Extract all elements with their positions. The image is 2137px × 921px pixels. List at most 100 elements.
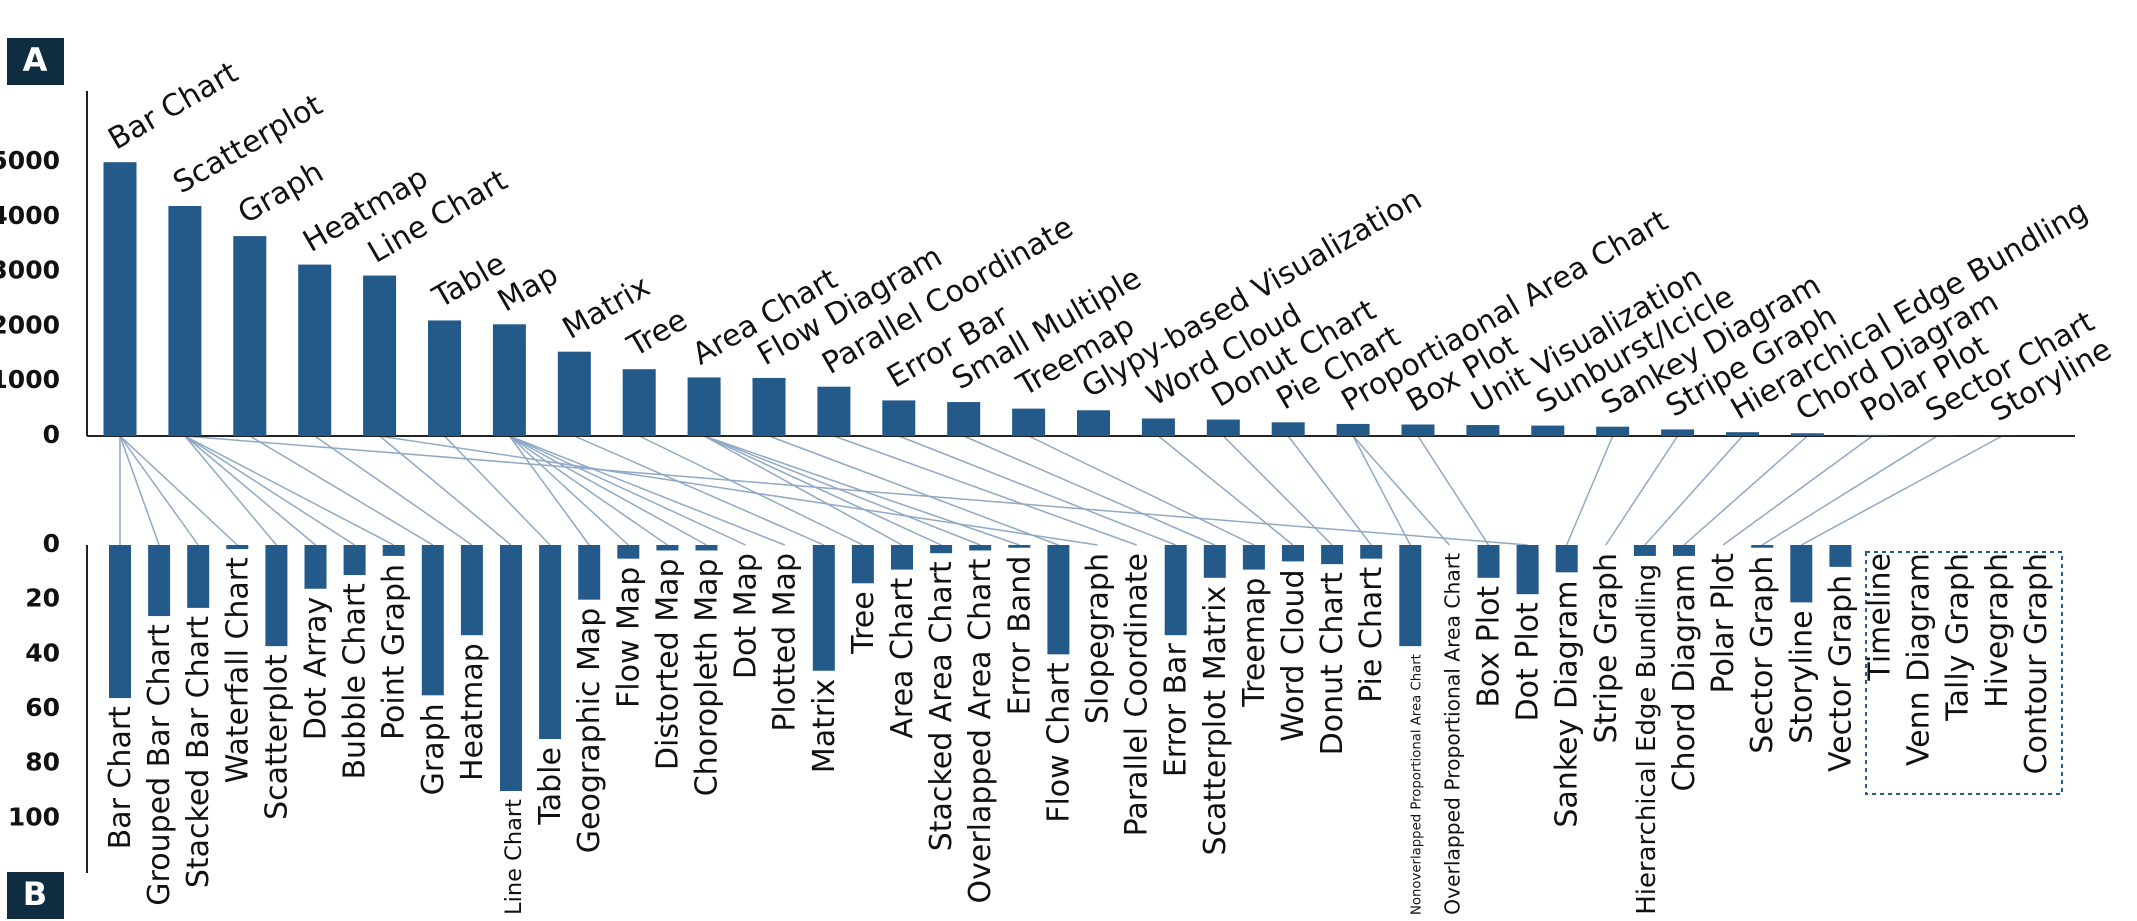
- category-label: Bar Chart: [103, 706, 138, 850]
- y-tick-label: 2000: [0, 310, 60, 339]
- category-label: Nonoverlapped Proportional Area Chart: [1409, 654, 1424, 915]
- panel-label: B: [23, 875, 47, 913]
- bar: [947, 402, 981, 436]
- bar: [656, 545, 679, 551]
- bar: [1336, 423, 1370, 436]
- category-label: Plotted Map: [768, 553, 803, 732]
- link-line: [379, 435, 1098, 546]
- link-line: [509, 435, 746, 546]
- link-line: [1028, 435, 1255, 546]
- category-label: Geographic Map: [572, 608, 607, 854]
- link-line: [1761, 435, 1938, 546]
- link-line: [1605, 435, 1679, 546]
- link-line: [184, 435, 1528, 546]
- link-line: [314, 435, 473, 546]
- bar: [103, 162, 137, 436]
- category-label: Overlapped Proportional Area Chart: [1440, 553, 1464, 915]
- bar: [187, 545, 210, 608]
- bar: [1047, 545, 1070, 655]
- link-line: [119, 435, 160, 546]
- category-label: Sankey Diagram: [1550, 580, 1585, 827]
- links: [119, 435, 2003, 546]
- link-line: [1222, 435, 1333, 546]
- bar: [1203, 545, 1226, 578]
- category-label: Storyline: [1784, 610, 1819, 743]
- y-tick-label: 20: [25, 584, 60, 613]
- bar: [460, 545, 483, 636]
- bar: [1008, 545, 1031, 548]
- category-label: Vector Graph: [1823, 575, 1858, 772]
- bar: [891, 545, 913, 570]
- bar: [298, 264, 332, 436]
- category-label: Dot Map: [729, 553, 764, 679]
- bar: [148, 545, 171, 617]
- category-label: Flow Map: [611, 567, 646, 708]
- category-label: Stripe Graph: [1589, 553, 1624, 744]
- y-tick-label: 0: [43, 420, 60, 449]
- category-label: Flow Chart: [1041, 662, 1076, 823]
- category-label: Grouped Bar Chart: [142, 624, 177, 906]
- link-line: [898, 435, 1176, 546]
- category-label: Tree: [846, 591, 881, 655]
- category-label: Parallel Coordinate: [1120, 553, 1155, 836]
- link-line: [1644, 435, 1744, 546]
- category-label: Waterfall Chart: [220, 557, 255, 784]
- y-tick-label: 80: [25, 748, 60, 777]
- category-label: Overlapped Area Chart: [963, 558, 998, 903]
- category-label: Pie Chart: [1354, 566, 1389, 702]
- y-tick-label: 0: [43, 529, 60, 558]
- bar: [1282, 545, 1304, 562]
- category-label: Bubble Chart: [338, 583, 373, 780]
- bar: [622, 369, 656, 436]
- category-label: Scatterplot Matrix: [1198, 586, 1233, 856]
- bar: [969, 545, 992, 551]
- bar: [421, 545, 444, 696]
- category-label: Choropleth Map: [690, 558, 725, 796]
- bar: [1077, 410, 1110, 436]
- bar: [1466, 425, 1500, 436]
- category-label: Matrix: [807, 679, 842, 773]
- bar: [1829, 545, 1852, 567]
- bar: [1920, 435, 1954, 436]
- bar: [851, 545, 874, 584]
- bar: [1516, 545, 1539, 595]
- category-label: Stacked Bar Chart: [181, 616, 216, 889]
- bar: [1271, 422, 1305, 436]
- bar: [1531, 425, 1565, 436]
- category-label: Donut Chart: [1315, 572, 1350, 755]
- category-label: Hierarchical Edge Bundling: [1632, 564, 1662, 915]
- bar: [492, 324, 526, 436]
- panel-badge: [7, 872, 64, 919]
- bar: [1596, 426, 1630, 436]
- link-line: [1417, 435, 1490, 546]
- category-label: Distorted Map: [650, 558, 685, 770]
- category-label: Word Cloud: [1276, 569, 1311, 741]
- bar: [1360, 545, 1383, 559]
- category-label: Polar Plot: [1706, 553, 1741, 694]
- category-label: Table: [533, 747, 568, 826]
- category-label: Dot Array: [299, 597, 334, 741]
- link-line: [508, 435, 629, 546]
- link-line: [119, 435, 199, 546]
- bar: [1141, 418, 1175, 436]
- link-line: [1800, 435, 2003, 546]
- link-line: [833, 435, 1137, 546]
- category-label: Venn Diagram: [1902, 553, 1937, 766]
- bar: [1242, 545, 1265, 570]
- category-label: Dot Plot: [1511, 602, 1546, 722]
- category-label: Hivegraph: [1980, 553, 2015, 708]
- bar: [1399, 545, 1422, 647]
- y-tick-label: 100: [8, 802, 60, 831]
- y-tick-label: 40: [25, 638, 60, 667]
- category-label: Area Chart: [885, 577, 920, 738]
- link-line: [1566, 435, 1614, 546]
- category-label: Scatterplot: [259, 654, 294, 820]
- y-tick-label: 5000: [0, 146, 60, 175]
- bar: [233, 236, 267, 436]
- bar: [304, 545, 327, 589]
- category-label: Error Band: [1002, 556, 1037, 716]
- y-tick-label: 4000: [0, 201, 60, 230]
- panel-label: A: [23, 41, 48, 79]
- bar: [500, 545, 522, 791]
- y-tick-label: 1000: [0, 365, 60, 394]
